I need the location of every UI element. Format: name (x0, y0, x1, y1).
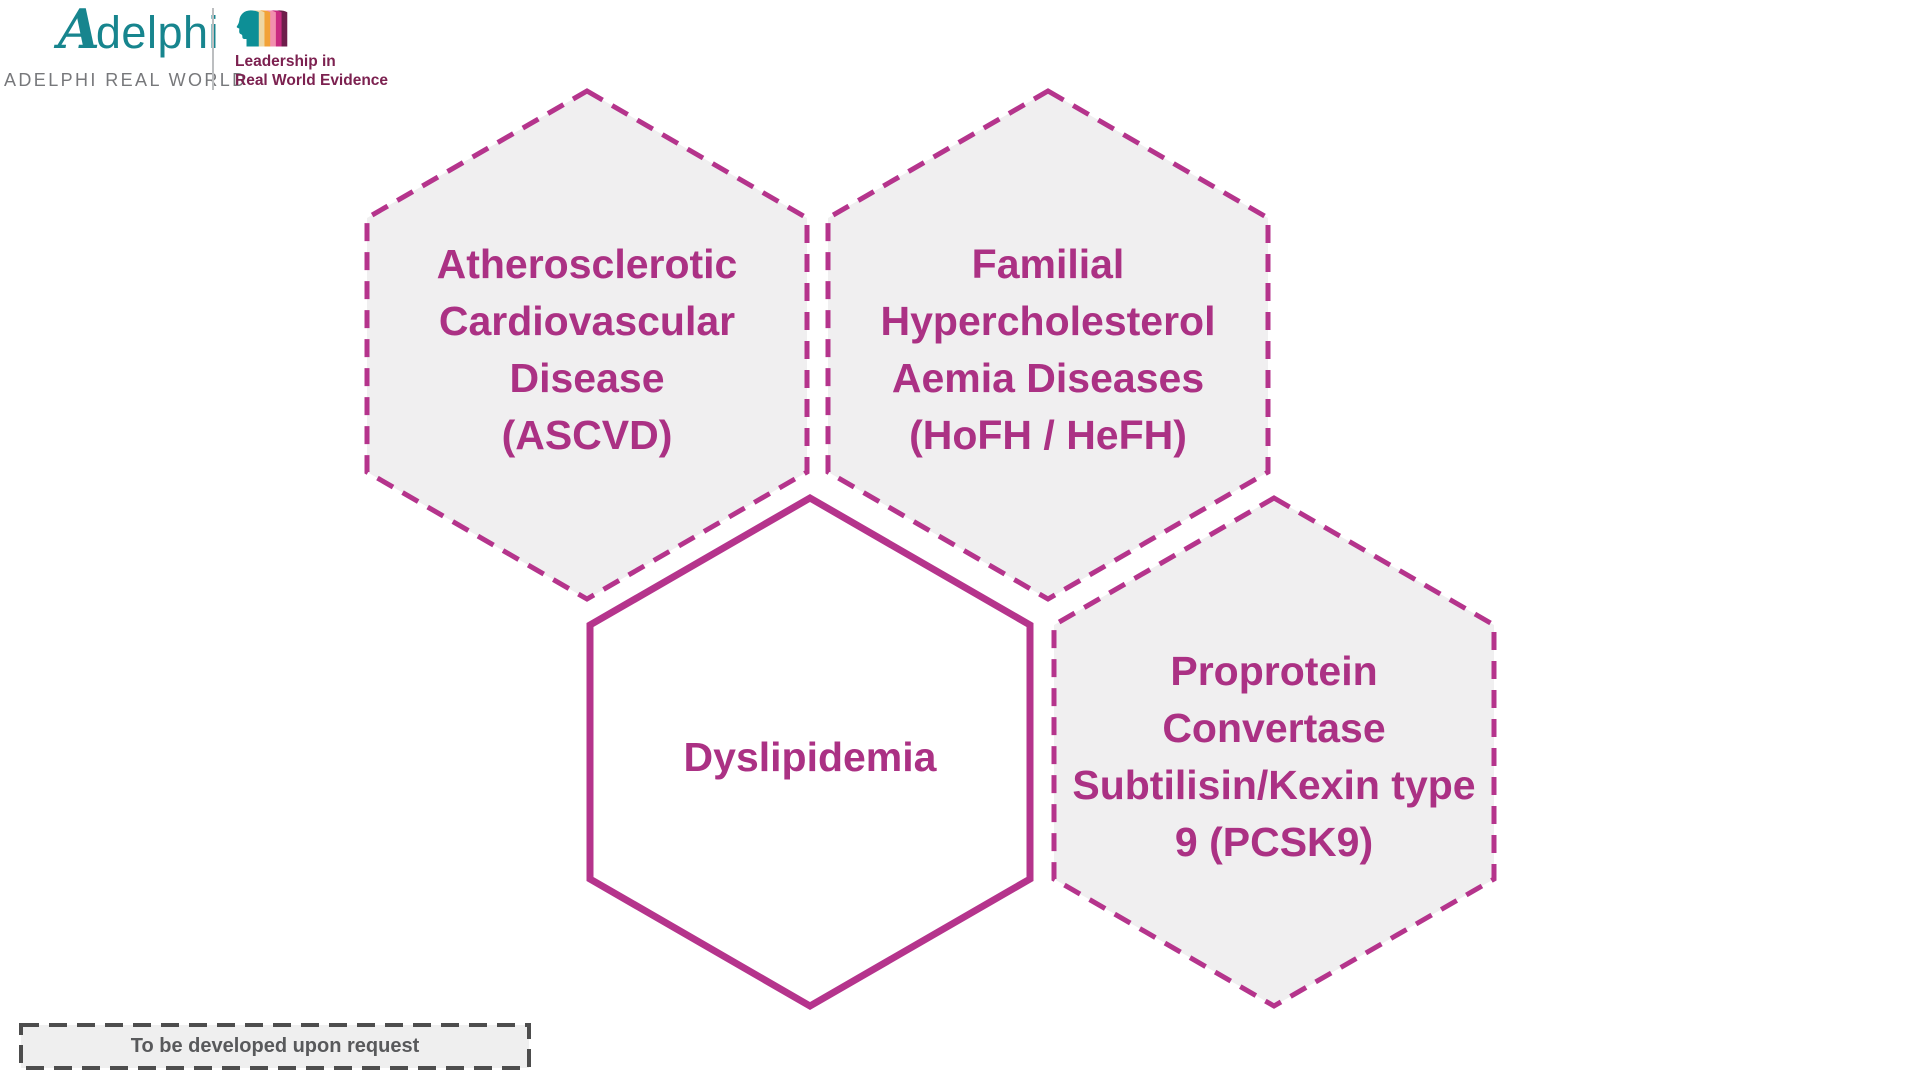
hex-pcsk9-line1: Proprotein (1170, 648, 1378, 694)
rwe-tagline-line1: Leadership in (235, 53, 336, 70)
legend-label: To be developed upon request (130, 1035, 420, 1057)
hex-pcsk9-label: Proprotein Convertase Subtilisin/Kexin t… (1048, 492, 1500, 1012)
adelphi-wordmark-rest: delphi (95, 7, 220, 58)
brand-header: Adelphi ADELPHI REAL WORLD Leadership in… (0, 0, 420, 110)
hex-fh-shape (825, 88, 1271, 602)
hex-dyslipidemia: Dyslipidemia (584, 492, 1036, 1012)
hex-ascvd: Atherosclerotic Cardiovascular Disease (… (361, 85, 813, 605)
hex-ascvd-shape (364, 88, 810, 602)
hex-fh-line4: (HoFH / HeFH) (909, 412, 1187, 458)
hex-dyslipidemia-line1: Dyslipidemia (683, 733, 937, 780)
hex-pcsk9-line2: Convertase (1162, 705, 1386, 751)
hex-fh-line1: Familial (971, 241, 1125, 287)
hex-pcsk9-line4: 9 (PCSK9) (1174, 819, 1374, 865)
legend-dashed-border (19, 1023, 531, 1070)
logo-divider (212, 8, 214, 90)
hex-pcsk9-line3: Subtilisin/Kexin type (1072, 762, 1476, 808)
hex-ascvd-line3: Disease (509, 355, 665, 401)
hex-fh-line2: Hypercholesterol (880, 298, 1216, 344)
hex-fh-line3: Aemia Diseases (891, 355, 1205, 401)
hex-ascvd-label: Atherosclerotic Cardiovascular Disease (… (361, 85, 813, 605)
hex-pcsk9-shape (1051, 495, 1497, 1009)
rwe-tagline: Leadership in Real World Evidence (235, 52, 388, 90)
hex-ascvd-line2: Cardiovascular (438, 298, 736, 344)
rwe-tagline-line2: Real World Evidence (235, 72, 389, 89)
hex-pcsk9: Proprotein Convertase Subtilisin/Kexin t… (1048, 492, 1500, 1012)
hex-familial-hypercholesterolaemia: Familial Hypercholesterol Aemia Diseases… (822, 85, 1274, 605)
hex-dyslipidemia-shape (586, 493, 1034, 1011)
adelphi-wordmark: Adelphi (58, 2, 219, 56)
head-silhouette-teal (236, 10, 259, 47)
hex-dyslipidemia-label: Dyslipidemia (584, 492, 1036, 1012)
hex-ascvd-line1: Atherosclerotic (436, 241, 738, 287)
overlapping-heads-icon (236, 10, 288, 47)
hex-fh-label: Familial Hypercholesterol Aemia Diseases… (822, 85, 1274, 605)
legend-box: To be developed upon request (19, 1023, 531, 1070)
adelphi-wordmark-initial: A (58, 0, 100, 61)
hex-ascvd-line4: (ASCVD) (501, 412, 673, 458)
adelphi-subtitle: ADELPHI REAL WORLD (4, 70, 248, 90)
